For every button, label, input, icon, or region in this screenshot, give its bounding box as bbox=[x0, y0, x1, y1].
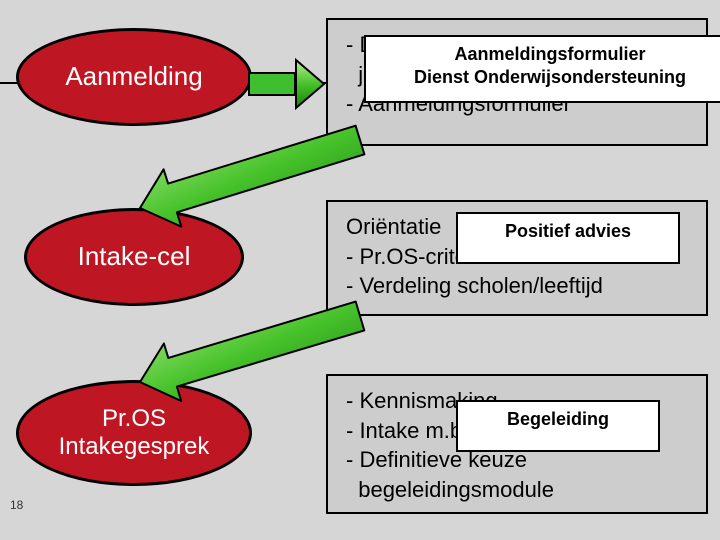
stage-label: Pr.OS Intakegesprek bbox=[59, 405, 210, 460]
callout-c2: Positief advies bbox=[456, 212, 680, 264]
callout-line: Aanmeldingsformulier bbox=[376, 43, 720, 66]
arrow-diagonal-icon bbox=[110, 110, 390, 238]
callout-line: Begeleiding bbox=[468, 408, 648, 431]
callout-line: Positief advies bbox=[468, 220, 668, 243]
callout-c1: AanmeldingsformulierDienst Onderwijsonde… bbox=[364, 35, 720, 103]
stage-label: Intake-cel bbox=[78, 242, 191, 272]
callout-line: Dienst Onderwijsondersteuning bbox=[376, 66, 720, 89]
stage-label: Aanmelding bbox=[65, 62, 202, 92]
infobox-line: begeleidingsmodule bbox=[346, 475, 694, 505]
callout-c3: Begeleiding bbox=[456, 400, 660, 452]
arrow-right-icon bbox=[248, 60, 324, 108]
infobox-line: - Verdeling scholen/leeftijd bbox=[346, 271, 694, 301]
arrow-diagonal-icon bbox=[110, 286, 390, 412]
page-number: 18 bbox=[10, 498, 23, 512]
